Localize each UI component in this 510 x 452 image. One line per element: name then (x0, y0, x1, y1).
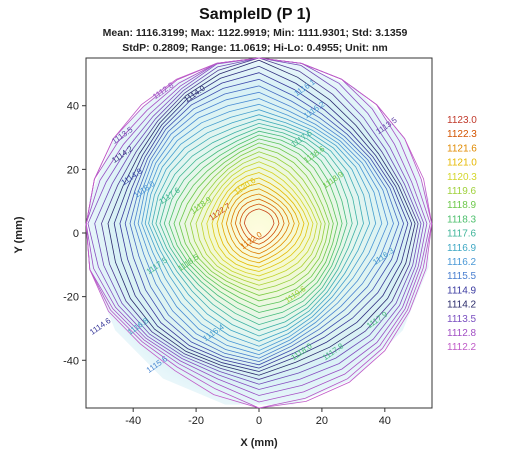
contour-line (206, 166, 314, 277)
legend-entry: 1122.3 (447, 129, 477, 140)
legend-entry: 1116.2 (447, 257, 477, 268)
contour-line (234, 198, 285, 250)
y-tick-label: -40 (63, 355, 79, 367)
contour-line (221, 182, 300, 264)
contour-line (107, 59, 416, 376)
contour-line (243, 208, 275, 240)
legend-entry: 1123.0 (447, 115, 477, 126)
legend-entry: 1116.9 (447, 243, 477, 254)
contour-line (124, 78, 405, 366)
contour-line (195, 156, 322, 286)
legend-entry: 1121.0 (447, 158, 477, 169)
legend-entry: 1118.9 (447, 200, 477, 211)
contour-line (159, 126, 353, 326)
legend-entry: 1114.9 (447, 285, 477, 296)
x-tick-label: 0 (256, 415, 262, 427)
contour-line (163, 130, 348, 320)
contour-line (85, 57, 433, 409)
contour-line (178, 142, 334, 302)
contour-line (225, 188, 295, 259)
contour-line (129, 85, 400, 363)
contour-line (184, 146, 330, 296)
y-tick-label: 20 (67, 164, 79, 176)
contour-line (144, 109, 377, 347)
stats-line-1: Mean: 1116.3199; Max: 1122.9919; Min: 11… (102, 27, 408, 39)
contour-line (216, 177, 305, 268)
contour-line (87, 57, 425, 390)
y-tick-label: 40 (67, 101, 79, 113)
contour-line (119, 72, 409, 369)
legend-entry: 1121.6 (447, 143, 477, 154)
y-tick-label: -20 (63, 292, 79, 304)
x-tick-label: -40 (125, 415, 141, 427)
contour-line (155, 122, 359, 331)
contour-line (94, 57, 422, 385)
legend-entry: 1113.5 (447, 314, 477, 325)
legend-entry: 1117.6 (447, 229, 477, 240)
contour-line (113, 65, 413, 372)
legend-entry: 1120.3 (447, 172, 477, 183)
contour-line (133, 91, 394, 359)
contour-line (173, 138, 339, 308)
contour-line (189, 151, 326, 291)
contour-line (137, 98, 389, 356)
legend-entry: 1119.6 (447, 186, 477, 197)
contour-line (141, 103, 383, 352)
contour-line (211, 172, 310, 272)
contour-line (239, 203, 280, 245)
contour-line (151, 118, 364, 337)
chart-title: SampleID (P 1) (199, 6, 311, 23)
y-tick-label: 0 (73, 228, 79, 240)
wafer-area (89, 61, 429, 405)
x-tick-label: 40 (379, 415, 391, 427)
legend-entry: 1118.3 (447, 214, 477, 225)
contour-line (168, 134, 343, 313)
legend-entry: 1112.2 (447, 342, 477, 353)
legend-entry: 1112.8 (447, 328, 477, 339)
contour-line (230, 193, 290, 255)
contour-line (101, 57, 419, 380)
x-tick-label: -20 (188, 415, 204, 427)
legend-entry: 1114.2 (447, 300, 477, 311)
x-axis-label: X (mm) (240, 437, 278, 449)
stats-line-2: StdP: 0.2809; Range: 11.0619; Hi-Lo: 0.4… (122, 42, 388, 54)
legend-entry: 1115.5 (447, 271, 477, 282)
y-axis-label: Y (mm) (13, 216, 25, 253)
contour-line (148, 114, 371, 342)
x-tick-label: 20 (316, 415, 328, 427)
contour-line (201, 161, 318, 281)
